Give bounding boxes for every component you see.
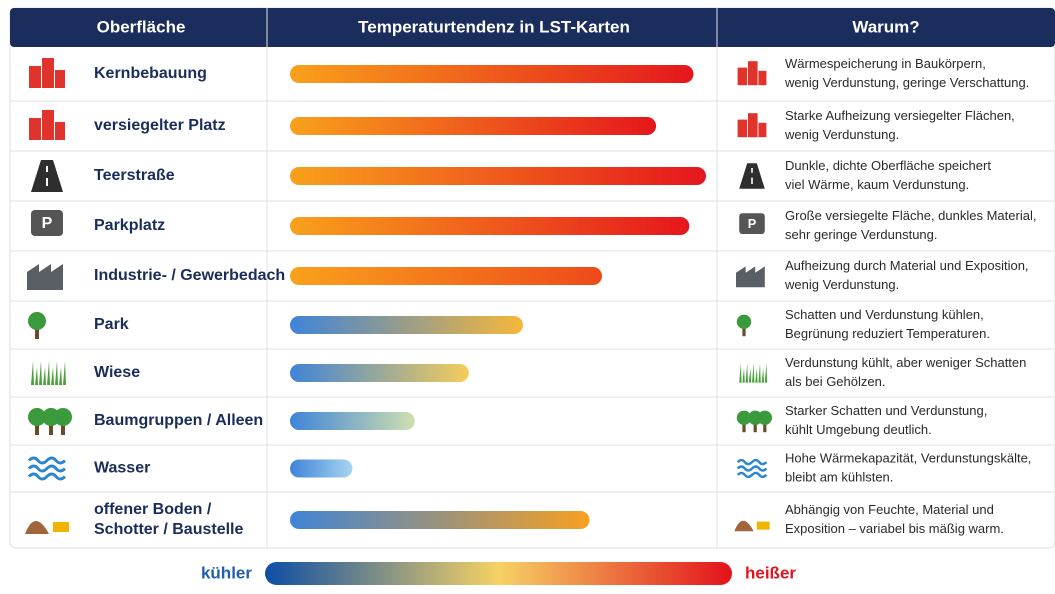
reason-text: Dunkle, dichte Oberfläche speichert — [785, 158, 991, 173]
reason-text: Starker Schatten und Verdunstung, — [785, 403, 987, 418]
bar — [290, 267, 602, 285]
bar — [290, 167, 706, 185]
icon-part — [29, 118, 41, 140]
reason-text: Starke Aufheizung versiegelter Flächen, — [785, 108, 1015, 123]
icon-part — [758, 71, 766, 85]
legend-high: heißer — [745, 563, 796, 582]
reason-text: Begrünung reduziert Temperaturen. — [785, 326, 990, 341]
icon-part — [42, 58, 54, 88]
icon-part: P — [42, 215, 53, 232]
reason-text: wenig Verdunstung. — [784, 277, 899, 292]
bar — [290, 65, 694, 83]
icon-part — [55, 122, 65, 140]
reason-text: Schatten und Verdunstung kühlen, — [785, 307, 984, 322]
surface-label: Industrie- / Gewerbedach — [94, 267, 285, 284]
icon-part — [737, 315, 751, 329]
surface-label: Parkplatz — [94, 217, 165, 234]
reason-text: Große versiegelte Fläche, dunkles Materi… — [785, 208, 1036, 223]
header-cell: Temperaturtendenz in LST-Karten — [358, 17, 630, 36]
surface-label: Wiese — [94, 364, 140, 381]
icon-part — [751, 178, 753, 184]
header-cell: Warum? — [852, 17, 919, 36]
reason-text: als bei Gehölzen. — [785, 374, 885, 389]
reason-text: Verdunstung kühlt, aber weniger Schatten — [785, 355, 1026, 370]
bar — [290, 460, 352, 478]
icon-part — [28, 312, 46, 330]
reason-text: wenig Verdunstung. — [784, 127, 899, 142]
bar — [290, 364, 469, 382]
icon-part — [46, 178, 48, 186]
icon-part — [29, 66, 41, 88]
icon-part — [748, 113, 758, 137]
surface-label: Baumgruppen / Alleen — [94, 412, 263, 429]
icon-part — [751, 168, 753, 173]
header-cell: Oberfläche — [97, 17, 186, 36]
legend-low: kühler — [201, 563, 252, 582]
icon-part — [748, 61, 758, 85]
surface-label: versiegelter Platz — [94, 117, 226, 134]
icon: P — [31, 210, 63, 236]
reason-text: Wärmespeicherung in Baukörpern, — [785, 56, 986, 71]
surface-label: offener Boden / — [94, 501, 212, 518]
reason-text: kühlt Umgebung deutlich. — [785, 422, 932, 437]
reason-text: sehr geringe Verdunstung. — [785, 227, 938, 242]
icon-part — [757, 522, 770, 530]
reason-text: Hohe Wärmekapazität, Verdunstungskälte, — [785, 450, 1031, 465]
surface-label: Park — [94, 316, 129, 333]
surface-label: Kernbebauung — [94, 65, 207, 82]
reason-text: wenig Verdunstung, geringe Verschattung. — [784, 75, 1029, 90]
icon-part: P — [748, 216, 757, 231]
icon-part — [53, 522, 69, 532]
surface-label: Schotter / Baustelle — [94, 521, 243, 538]
icon-part — [46, 166, 48, 172]
reason-text: Exposition – variabel bis mäßig warm. — [785, 521, 1004, 536]
legend-scale — [265, 562, 732, 585]
bar — [290, 117, 656, 135]
icon-part — [738, 68, 748, 86]
bar — [290, 511, 590, 529]
surface-label: Wasser — [94, 460, 150, 477]
reason-text: Abhängig von Feuchte, Material und — [785, 502, 994, 517]
icon-part — [42, 110, 54, 140]
reason-text: bleibt am kühlsten. — [785, 469, 893, 484]
bar — [290, 316, 523, 334]
bar — [290, 412, 415, 430]
icon-part — [55, 70, 65, 88]
reason-text: viel Wärme, kaum Verdunstung. — [785, 177, 969, 192]
icon-part — [758, 123, 766, 137]
bar — [290, 217, 689, 235]
icon-part — [758, 411, 772, 425]
surface-label: Teerstraße — [94, 167, 175, 184]
icon-part — [54, 408, 72, 426]
icon-part — [738, 120, 748, 138]
icon: P — [739, 213, 765, 234]
infographic: Oberfläche Temperaturtendenz in LST-Kart… — [0, 0, 1055, 594]
reason-text: Aufheizung durch Material und Exposition… — [785, 258, 1029, 273]
